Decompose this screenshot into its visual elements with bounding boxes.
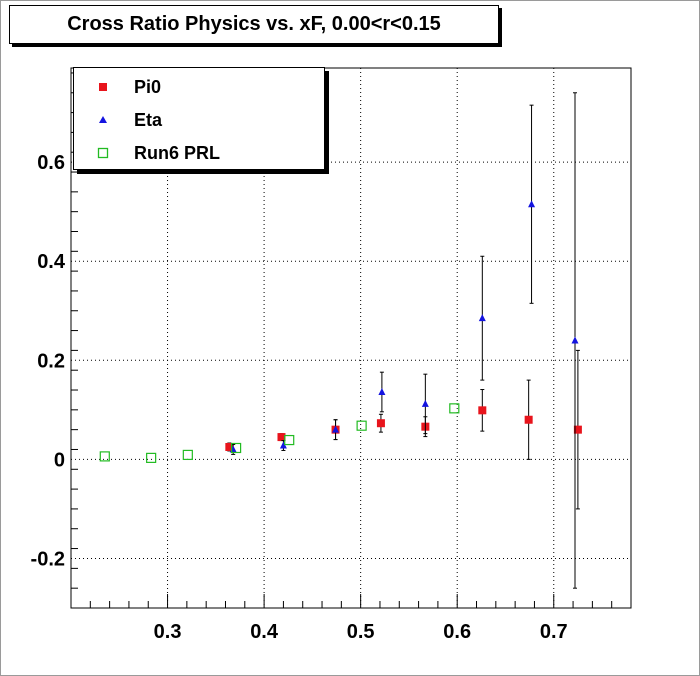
pi0-point <box>277 433 286 442</box>
pi0-point <box>478 406 487 415</box>
chart-title: Cross Ratio Physics vs. xF, 0.00<r<0.15 <box>9 5 499 44</box>
run6-prl-point <box>182 449 193 461</box>
legend: Pi0 Eta Run6 PRL <box>73 67 325 170</box>
run6-prl-point <box>99 451 110 462</box>
legend-entry-eta: Eta <box>74 105 324 135</box>
run6-prl-point <box>284 434 295 446</box>
run6-prl-point <box>146 452 157 463</box>
pi0-point <box>225 442 234 451</box>
legend-label-eta: Eta <box>134 110 163 130</box>
legend-label-run6-prl: Run6 PRL <box>134 143 221 163</box>
x-tick-label: 0.3 <box>154 621 182 643</box>
eta-point <box>478 314 486 322</box>
pi0-point <box>573 425 582 434</box>
x-tick-label: 0.6 <box>443 621 471 643</box>
x-tick-label: 0.7 <box>540 621 568 643</box>
eta-point <box>332 425 340 433</box>
run6-prl-point <box>449 403 460 414</box>
eta-point <box>421 399 429 407</box>
pi0-marker-icon <box>99 83 107 91</box>
x-tick-label: 0.4 <box>250 621 279 643</box>
y-tick-label: 0 <box>54 449 65 471</box>
run6-prl-point <box>231 442 242 454</box>
legend-label-pi0: Pi0 <box>134 77 162 97</box>
eta-point <box>528 200 536 208</box>
y-tick-label: 0.2 <box>37 350 65 372</box>
y-tick-label: -0.2 <box>31 548 65 570</box>
run6-prl-marker-icon <box>97 147 109 159</box>
legend-entry-pi0: Pi0 <box>74 72 324 102</box>
plot-frame <box>70 67 632 609</box>
eta-point <box>279 441 287 449</box>
x-tick-label: 0.5 <box>347 621 375 643</box>
pi0-point <box>376 419 385 428</box>
run6-prl-point <box>356 420 367 431</box>
legend-entry-run6-prl: Run6 PRL <box>74 138 324 168</box>
pi0-point <box>524 415 533 424</box>
y-tick-label: 0.4 <box>37 251 66 273</box>
y-tick-label: 0.6 <box>37 152 65 174</box>
eta-point <box>571 336 579 344</box>
eta-point <box>378 388 386 395</box>
eta-marker-icon <box>99 116 107 123</box>
